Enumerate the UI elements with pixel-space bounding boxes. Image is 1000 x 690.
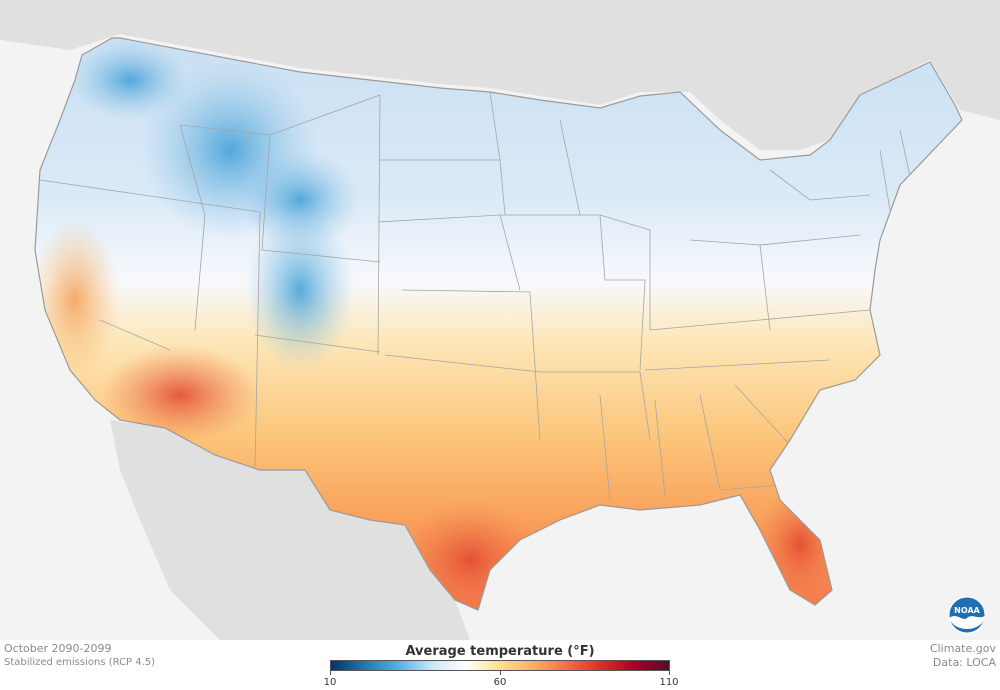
credits: Climate.gov Data: LOCA xyxy=(930,642,996,670)
noaa-logo: NOAA xyxy=(948,596,986,634)
mexico-land xyxy=(110,420,470,640)
scenario-label: Stabilized emissions (RCP 4.5) xyxy=(4,657,156,668)
legend-tick-mark xyxy=(669,671,670,675)
legend-tick-min: 10 xyxy=(323,677,337,688)
legend-tick-mid: 60 xyxy=(493,677,507,688)
canada-land xyxy=(0,0,1000,150)
data-source-label: Data: LOCA xyxy=(932,656,996,669)
period-label: October 2090-2099 xyxy=(4,642,112,655)
svg-text:NOAA: NOAA xyxy=(954,606,980,615)
footer: October 2090-2099 Stabilized emissions (… xyxy=(0,640,1000,690)
legend-color-bar xyxy=(330,660,670,671)
legend-tick-max: 110 xyxy=(659,677,679,688)
legend-tick-mark xyxy=(330,671,331,675)
legend-tick-mark xyxy=(500,671,501,675)
temperature-map xyxy=(0,0,1000,640)
map-metadata: October 2090-2099 Stabilized emissions (… xyxy=(4,642,155,670)
legend-title: Average temperature (°F) xyxy=(405,644,595,659)
source-site-link[interactable]: Climate.gov xyxy=(929,642,996,655)
state-borders xyxy=(39,91,916,501)
